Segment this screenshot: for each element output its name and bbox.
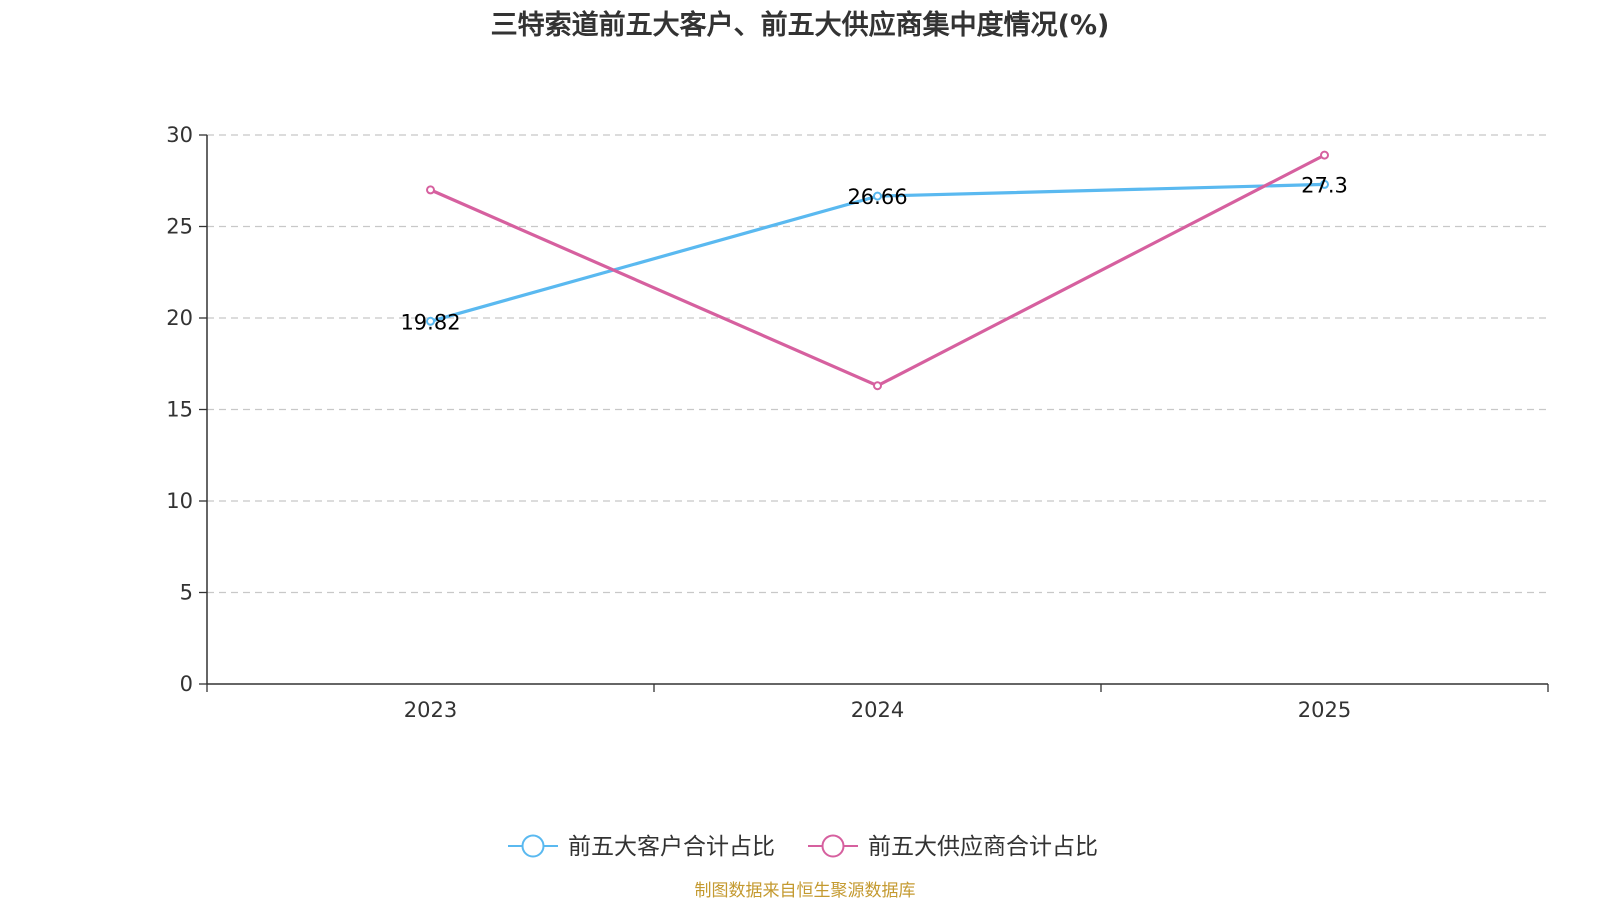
y-tick-label-5: 5 — [180, 581, 193, 605]
source-note: 制图数据来自恒生聚源数据库 — [695, 881, 916, 900]
series-1-point-2024 — [873, 381, 882, 391]
grid-lines — [207, 134, 1548, 594]
data-label-0-2023: 19.82 — [400, 310, 460, 334]
legend[interactable]: 前五大客户合计占比 前五大供应商合计占比 — [508, 834, 1098, 860]
series-1-point-2023 — [426, 185, 435, 195]
series-0-point-2025 — [1320, 179, 1329, 189]
data-label-0-2024: 26.66 — [847, 185, 907, 209]
data-label-0-2025: 27.3 — [1301, 173, 1348, 197]
x-tick-label-2024: 2024 — [851, 698, 904, 722]
x-tick-label-2025: 2025 — [1298, 698, 1351, 722]
y-tick-label-10: 10 — [166, 489, 193, 513]
legend-marker-0 — [521, 834, 545, 858]
series-1-point-2025 — [1320, 150, 1329, 160]
legend-label-1: 前五大供应商合计占比 — [868, 834, 1098, 860]
legend-item-0[interactable]: 前五大客户合计占比 — [508, 834, 775, 860]
chart-title: 三特索道前五大客户、前五大供应商集中度情况(%) — [491, 9, 1110, 41]
y-tick-label-25: 25 — [166, 215, 193, 239]
legend-marker-1 — [821, 834, 845, 858]
y-tick-label-15: 15 — [166, 398, 193, 422]
series-0-point-2023 — [426, 316, 435, 326]
series-0-point-2024 — [873, 191, 882, 201]
x-tick-label-2023: 2023 — [404, 698, 457, 722]
data-labels: 19.82 26.66 27.3 — [400, 173, 1347, 334]
y-tick-label-30: 30 — [166, 123, 193, 147]
y-tick-label-20: 20 — [166, 306, 193, 330]
legend-item-1[interactable]: 前五大供应商合计占比 — [808, 834, 1098, 860]
legend-label-0: 前五大客户合计占比 — [568, 834, 775, 860]
series-lines — [426, 150, 1329, 391]
y-tick-label-0: 0 — [180, 672, 193, 696]
